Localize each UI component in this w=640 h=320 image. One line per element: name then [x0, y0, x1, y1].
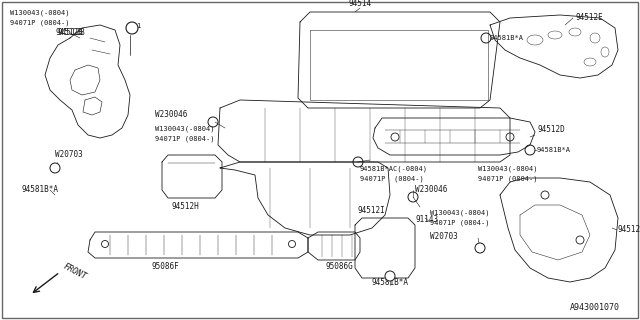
Text: 94512I: 94512I — [358, 206, 386, 215]
Text: 94512D: 94512D — [537, 125, 564, 134]
Text: 94512C: 94512C — [618, 226, 640, 235]
Text: W20703: W20703 — [55, 150, 83, 159]
Text: 94071P  (0804-): 94071P (0804-) — [360, 175, 424, 181]
Text: 94581B*AC(-0804): 94581B*AC(-0804) — [360, 165, 428, 172]
Text: 94071P (0804-): 94071P (0804-) — [478, 175, 538, 181]
Circle shape — [126, 22, 138, 34]
Text: W230046: W230046 — [155, 110, 188, 119]
Text: W130043(-0804): W130043(-0804) — [155, 125, 214, 132]
Text: 91143: 91143 — [415, 215, 438, 224]
Text: A943001070: A943001070 — [570, 303, 620, 312]
Text: W20703: W20703 — [430, 232, 458, 241]
Text: 94512E: 94512E — [575, 13, 603, 22]
Text: W130043(-0804): W130043(-0804) — [430, 210, 490, 217]
Circle shape — [385, 271, 395, 281]
Text: W230046: W230046 — [415, 185, 447, 194]
Text: 1: 1 — [136, 23, 140, 29]
Text: 95086F: 95086F — [151, 262, 179, 271]
Text: 94581B*A: 94581B*A — [22, 185, 59, 194]
Text: 94581B*A: 94581B*A — [371, 278, 408, 287]
Text: W130043(-0804): W130043(-0804) — [478, 165, 538, 172]
Text: 94512B: 94512B — [55, 28, 83, 37]
Text: W130043(-0804): W130043(-0804) — [10, 10, 70, 17]
Text: 94512H: 94512H — [171, 202, 199, 211]
Text: 94581B*A: 94581B*A — [537, 147, 571, 153]
Text: 94071P (0804-): 94071P (0804-) — [155, 135, 214, 141]
Text: 94581B*A: 94581B*A — [490, 35, 524, 41]
Text: FRONT: FRONT — [62, 262, 88, 282]
Circle shape — [50, 163, 60, 173]
Text: 94514: 94514 — [348, 0, 372, 8]
Text: 95086G: 95086G — [325, 262, 353, 271]
Circle shape — [475, 243, 485, 253]
Text: 94071P (0804-): 94071P (0804-) — [10, 20, 70, 27]
Text: 94071P (0804-): 94071P (0804-) — [430, 220, 490, 227]
Text: 94512B: 94512B — [58, 28, 86, 37]
